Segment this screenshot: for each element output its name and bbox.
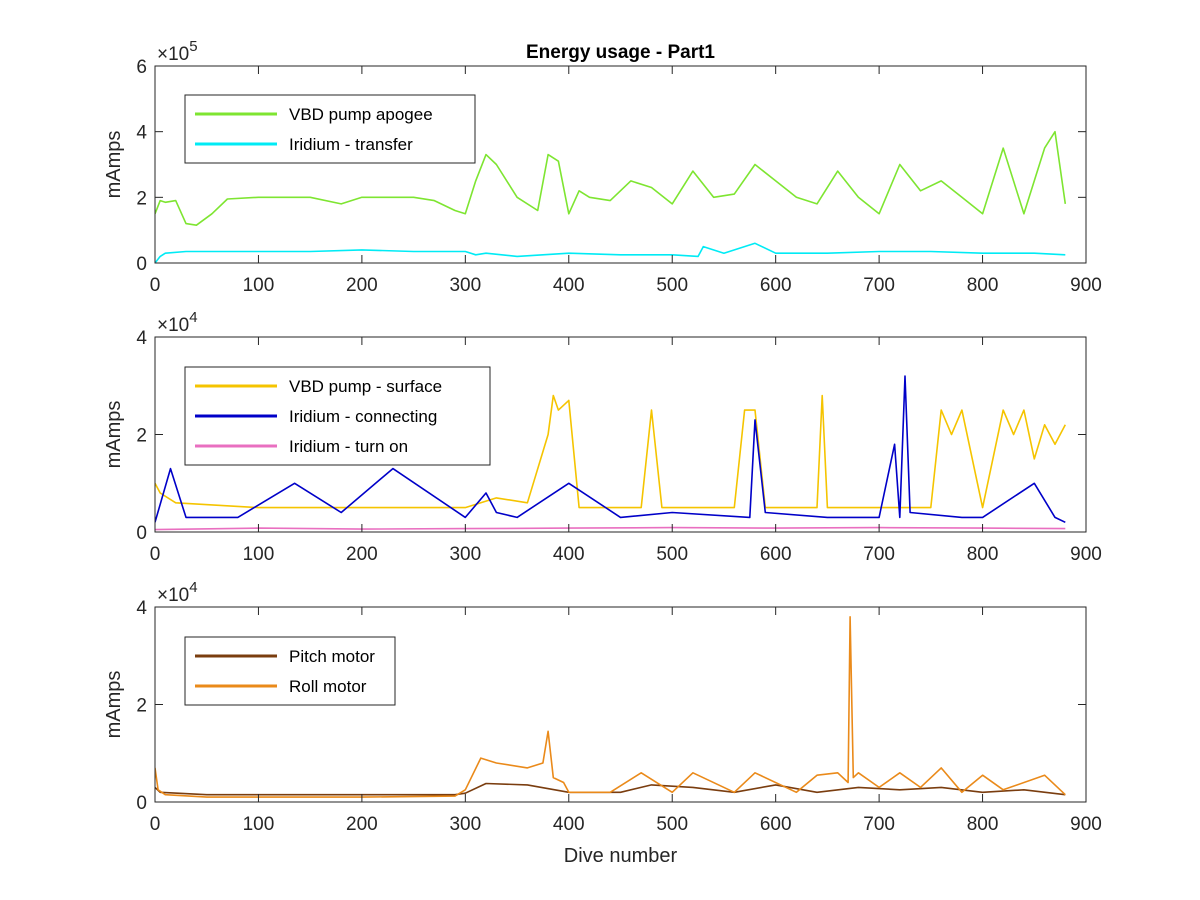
- x-tick-label: 400: [553, 544, 585, 565]
- x-tick-label: 700: [863, 814, 895, 835]
- series-line-1: [155, 375, 1066, 524]
- y-tick-label: 4: [136, 123, 147, 144]
- series-group: [155, 615, 1066, 798]
- legend: VBD pump - surface Iridium - connecting Ir…: [184, 366, 491, 466]
- x-tick-label: 500: [656, 275, 688, 296]
- legend-label: Iridium - transfer: [289, 135, 413, 154]
- x-tick-label: 0: [150, 275, 161, 296]
- panel-energy-bottom: 0 100 200 300 400 500 600 700 800 900 0 2 4 ×104 mAmps…: [103, 579, 1102, 867]
- legend: VBD pump apogee Iridium - transfer: [184, 94, 476, 164]
- x-tick-label: 200: [346, 275, 378, 296]
- y-axis-label: mAmps: [103, 671, 125, 739]
- y-tick-label: 2: [136, 696, 147, 717]
- series-line-1: [155, 615, 1066, 798]
- x-tick-label: 500: [656, 544, 688, 565]
- x-tick-label: 700: [863, 544, 895, 565]
- axes-box: [154, 65, 1087, 264]
- legend: Pitch motor Roll motor: [184, 636, 396, 706]
- x-tick-label: 0: [150, 544, 161, 565]
- x-tick-label: 900: [1070, 275, 1102, 296]
- y-tick-label: 2: [136, 188, 147, 209]
- y-tick-label: 4: [136, 328, 147, 349]
- x-tick-label: 0: [150, 814, 161, 835]
- legend-label: VBD pump - surface: [289, 377, 442, 396]
- y-axis-label: mAmps: [103, 131, 125, 199]
- x-tick-label: 800: [967, 275, 999, 296]
- panel-energy-top: 0 100 200 300 400 500 600 700 800 900 0 2 4 6 ×105 mAmp…: [103, 38, 1102, 296]
- legend-box: [184, 94, 476, 164]
- y-tick-label: 0: [136, 523, 147, 544]
- y-tick-label: 2: [136, 426, 147, 447]
- x-tick-label: 300: [449, 814, 481, 835]
- y-tick-label: 0: [136, 254, 147, 275]
- x-tick-label: 400: [553, 275, 585, 296]
- y-scale-exponent: ×104: [157, 579, 198, 606]
- series-line-2: [155, 526, 1066, 531]
- legend-label: Roll motor: [289, 677, 367, 696]
- x-tick-label: 900: [1070, 544, 1102, 565]
- series-line-0: [155, 782, 1066, 796]
- legend-label: VBD pump apogee: [289, 105, 433, 124]
- x-tick-label: 700: [863, 275, 895, 296]
- legend-label: Iridium - connecting: [289, 407, 437, 426]
- y-tick-label: 0: [136, 793, 147, 814]
- x-tick-label: 100: [243, 814, 275, 835]
- x-tick-label: 900: [1070, 814, 1102, 835]
- legend-label: Pitch motor: [289, 647, 375, 666]
- panel-energy-middle: 0 100 200 300 400 500 600 700 800 900 0 2 4 ×104 mAmps…: [103, 309, 1102, 565]
- x-tick-label: 500: [656, 814, 688, 835]
- series-line-0: [155, 394, 1067, 509]
- chart-title: Energy usage - Part1: [526, 42, 715, 63]
- y-axis-label: mAmps: [103, 401, 125, 469]
- y-tick-label: 6: [136, 57, 147, 78]
- x-tick-label: 100: [243, 275, 275, 296]
- legend-box: [184, 636, 396, 706]
- y-scale-exponent: ×105: [157, 38, 198, 65]
- legend-label: Iridium - turn on: [289, 437, 408, 456]
- x-tick-label: 800: [967, 814, 999, 835]
- x-tick-label: 800: [967, 544, 999, 565]
- x-tick-label: 200: [346, 544, 378, 565]
- y-tick-label: 4: [136, 598, 147, 619]
- x-tick-label: 600: [760, 275, 792, 296]
- series-line-1: [155, 242, 1066, 263]
- x-tick-label: 300: [449, 275, 481, 296]
- series-line-0: [155, 130, 1067, 226]
- y-scale-exponent: ×104: [157, 309, 198, 336]
- x-tick-label: 200: [346, 814, 378, 835]
- series-group: [155, 375, 1067, 531]
- x-tick-label: 600: [760, 814, 792, 835]
- series-group: [155, 130, 1067, 263]
- x-axis-label: Dive number: [564, 845, 678, 867]
- x-tick-label: 600: [760, 544, 792, 565]
- x-tick-label: 400: [553, 814, 585, 835]
- x-tick-label: 300: [449, 544, 481, 565]
- x-tick-label: 100: [243, 544, 275, 565]
